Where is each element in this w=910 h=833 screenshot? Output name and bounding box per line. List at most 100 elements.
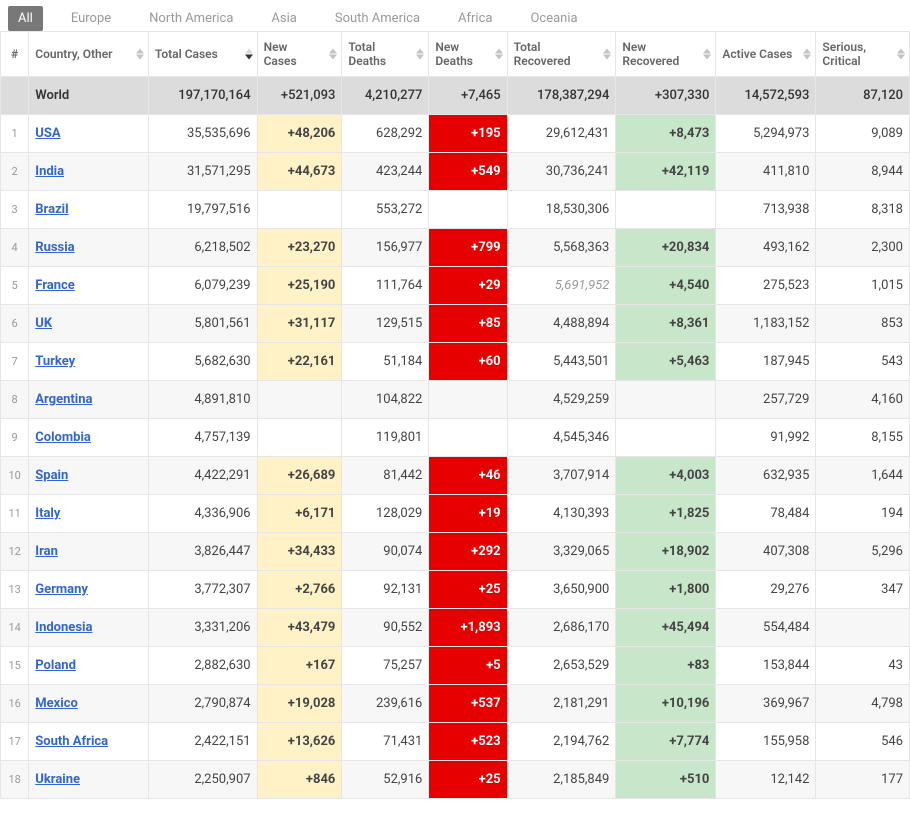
country-link[interactable]: Germany <box>35 582 88 597</box>
col-header-active_cases[interactable]: Active Cases <box>716 32 816 77</box>
cell-total_cases: 4,757,139 <box>148 419 257 457</box>
cell-new_recovered: +1,825 <box>616 495 716 533</box>
country-link[interactable]: Colombia <box>35 430 91 445</box>
table-row: 10Spain4,422,291+26,68981,442+463,707,91… <box>1 457 910 495</box>
cell-new_deaths: +292 <box>429 533 507 571</box>
country-link[interactable]: Italy <box>35 506 60 521</box>
cell-new_recovered: +7,774 <box>616 723 716 761</box>
cell-total_recovered: 29,612,431 <box>507 115 616 153</box>
cell-new_deaths: +60 <box>429 343 507 381</box>
cell-new_recovered: +18,902 <box>616 533 716 571</box>
cell-active_cases: 187,945 <box>716 343 816 381</box>
country-link[interactable]: France <box>35 278 75 293</box>
cell-total_recovered: 30,736,241 <box>507 153 616 191</box>
cell-new_cases: +23,270 <box>257 229 342 267</box>
cell-total_recovered: 4,130,393 <box>507 495 616 533</box>
cell-active_cases: 153,844 <box>716 647 816 685</box>
col-header-country[interactable]: Country, Other <box>29 32 149 77</box>
cell-new_cases: +6,171 <box>257 495 342 533</box>
col-header-new_recovered[interactable]: New Recovered <box>616 32 716 77</box>
tab-south-america[interactable]: South America <box>325 6 430 31</box>
cell-new_recovered: +42,119 <box>616 153 716 191</box>
col-header-total_cases[interactable]: Total Cases <box>148 32 257 77</box>
country-link[interactable]: Brazil <box>35 202 68 217</box>
table-row: 14Indonesia3,331,206+43,47990,552+1,8932… <box>1 609 910 647</box>
cell-new_recovered: +83 <box>616 647 716 685</box>
cell-active_cases: 29,276 <box>716 571 816 609</box>
table-row: 6UK5,801,561+31,117129,515+854,488,894+8… <box>1 305 910 343</box>
cell-total_cases: 197,170,164 <box>148 77 257 115</box>
table-row: 15Poland2,882,630+16775,257+52,653,529+8… <box>1 647 910 685</box>
cell-total_cases: 4,422,291 <box>148 457 257 495</box>
country-link[interactable]: India <box>35 164 64 179</box>
cell-total_deaths: 129,515 <box>342 305 429 343</box>
country-cell: Spain <box>29 457 149 495</box>
cell-new_cases: +43,479 <box>257 609 342 647</box>
country-cell: Ukraine <box>29 761 149 799</box>
country-link[interactable]: Russia <box>35 240 74 255</box>
cell-total_recovered: 3,329,065 <box>507 533 616 571</box>
country-link[interactable]: USA <box>35 126 60 141</box>
cell-active_cases: 411,810 <box>716 153 816 191</box>
row-index: 8 <box>1 381 29 419</box>
col-header-total_recovered[interactable]: Total Recovered <box>507 32 616 77</box>
col-header-total_deaths[interactable]: Total Deaths <box>342 32 429 77</box>
col-header-new_deaths[interactable]: New Deaths <box>429 32 507 77</box>
country-link[interactable]: Argentina <box>35 392 92 407</box>
row-index: 4 <box>1 229 29 267</box>
cell-total_recovered: 2,185,849 <box>507 761 616 799</box>
cell-new_cases <box>257 191 342 229</box>
cell-serious: 2,300 <box>816 229 910 267</box>
tab-africa[interactable]: Africa <box>448 6 502 31</box>
cell-total_deaths: 52,916 <box>342 761 429 799</box>
country-link[interactable]: Ukraine <box>35 772 80 787</box>
col-header-new_cases[interactable]: New Cases <box>257 32 342 77</box>
cell-total_cases: 3,772,307 <box>148 571 257 609</box>
cell-active_cases: 14,572,593 <box>716 77 816 115</box>
row-index: 15 <box>1 647 29 685</box>
table-row: 4Russia6,218,502+23,270156,977+7995,568,… <box>1 229 910 267</box>
country-cell: India <box>29 153 149 191</box>
cell-active_cases: 78,484 <box>716 495 816 533</box>
row-index: 6 <box>1 305 29 343</box>
tab-asia[interactable]: Asia <box>261 6 306 31</box>
cell-new_recovered: +4,003 <box>616 457 716 495</box>
col-header-idx[interactable]: # <box>1 32 29 77</box>
country-link[interactable]: Indonesia <box>35 620 92 635</box>
cell-new_recovered: +10,196 <box>616 685 716 723</box>
tab-europe[interactable]: Europe <box>61 6 121 31</box>
col-header-serious[interactable]: Serious, Critical <box>816 32 910 77</box>
col-header-label: New Recovered <box>622 40 679 68</box>
country-link[interactable]: UK <box>35 316 52 331</box>
row-index: 12 <box>1 533 29 571</box>
cell-total_deaths: 119,801 <box>342 419 429 457</box>
tab-oceania[interactable]: Oceania <box>520 6 587 31</box>
tab-north-america[interactable]: North America <box>139 6 243 31</box>
country-cell: Poland <box>29 647 149 685</box>
country-link[interactable]: Turkey <box>35 354 75 369</box>
tab-all[interactable]: All <box>8 6 43 31</box>
country-cell: Argentina <box>29 381 149 419</box>
cell-total_recovered: 5,443,501 <box>507 343 616 381</box>
cell-serious <box>816 609 910 647</box>
cell-new_deaths: +7,465 <box>429 77 507 115</box>
country-cell: Brazil <box>29 191 149 229</box>
cell-total_cases: 3,331,206 <box>148 609 257 647</box>
cell-total_cases: 3,826,447 <box>148 533 257 571</box>
country-cell: UK <box>29 305 149 343</box>
country-link[interactable]: Iran <box>35 544 58 559</box>
country-link[interactable]: Spain <box>35 468 68 483</box>
cell-serious: 4,160 <box>816 381 910 419</box>
country-link[interactable]: Poland <box>35 658 76 673</box>
cell-total_cases: 4,336,906 <box>148 495 257 533</box>
country-cell: South Africa <box>29 723 149 761</box>
country-link[interactable]: South Africa <box>35 734 108 749</box>
cell-serious: 9,089 <box>816 115 910 153</box>
cell-new_deaths: +5 <box>429 647 507 685</box>
sort-icon <box>603 49 611 60</box>
row-index: 16 <box>1 685 29 723</box>
cell-new_deaths: +537 <box>429 685 507 723</box>
country-link[interactable]: Mexico <box>35 696 78 711</box>
cell-total_cases: 2,882,630 <box>148 647 257 685</box>
cell-serious: 543 <box>816 343 910 381</box>
